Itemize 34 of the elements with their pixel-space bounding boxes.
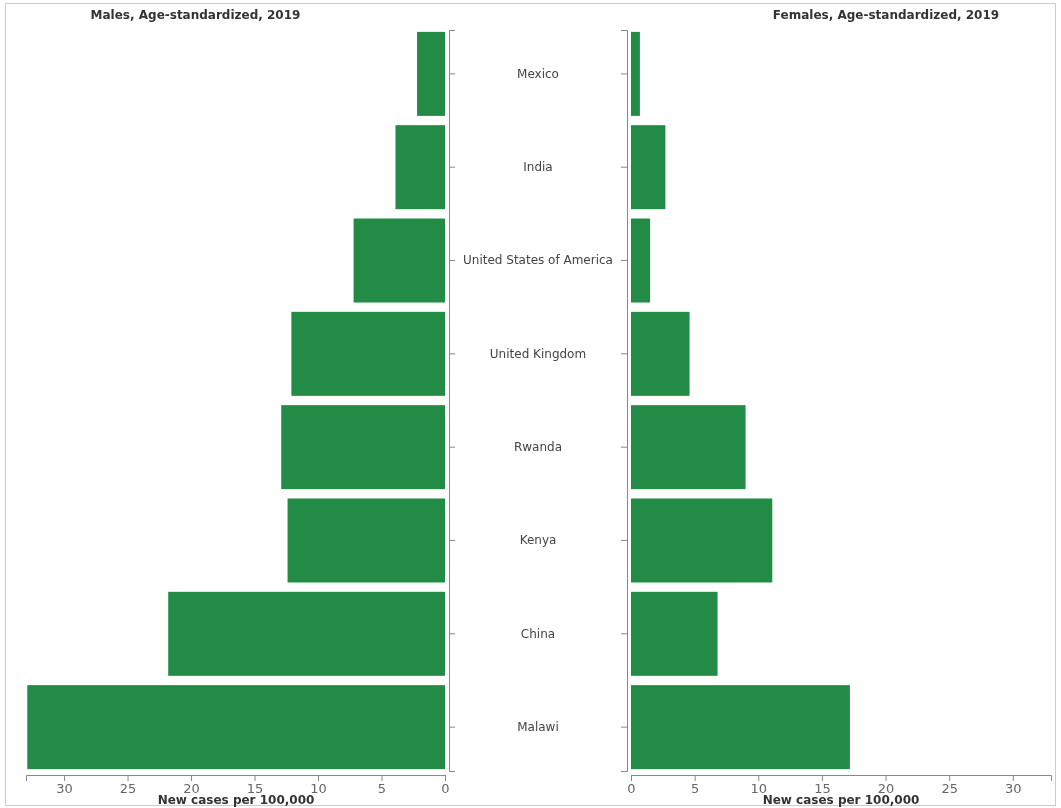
y-tick-label: United States of America: [463, 253, 613, 268]
y-tick-label: China: [520, 626, 556, 641]
bar: [281, 405, 445, 490]
chart-title: Males, Age-standardized, 2019: [90, 8, 301, 22]
bar: [631, 498, 773, 583]
y-tick-label: Mexico: [517, 66, 559, 81]
bar: [353, 218, 445, 303]
bar: [631, 591, 718, 676]
y-tick-label: United Kingdom: [489, 346, 587, 361]
x-tick-label: 0: [441, 781, 450, 797]
bar: [27, 685, 445, 770]
y-tick-label: Malawi: [517, 719, 559, 734]
x-tick-label: 5: [691, 781, 700, 797]
bar: [291, 311, 445, 396]
x-tick-label: 30: [56, 781, 73, 797]
bar: [287, 498, 445, 583]
y-tick-label: India: [523, 160, 553, 175]
bar: [631, 685, 850, 770]
bar: [631, 311, 690, 396]
bar: [395, 125, 445, 210]
x-tick-label: 25: [119, 781, 137, 797]
x-tick-label: 30: [1005, 781, 1022, 797]
bar: [168, 591, 445, 676]
bar: [631, 31, 640, 116]
bar: [631, 218, 651, 303]
y-tick-label: Kenya: [519, 533, 557, 548]
x-tick-label: 25: [941, 781, 958, 797]
y-tick-label: Rwanda: [513, 440, 563, 454]
bar: [631, 125, 666, 210]
x-tick-label: 0: [627, 781, 636, 797]
bar: [631, 405, 746, 490]
chart-title: Females, Age-standardized, 2019: [772, 8, 1000, 22]
x-tick-label: 5: [377, 781, 387, 797]
bar: [417, 31, 445, 116]
